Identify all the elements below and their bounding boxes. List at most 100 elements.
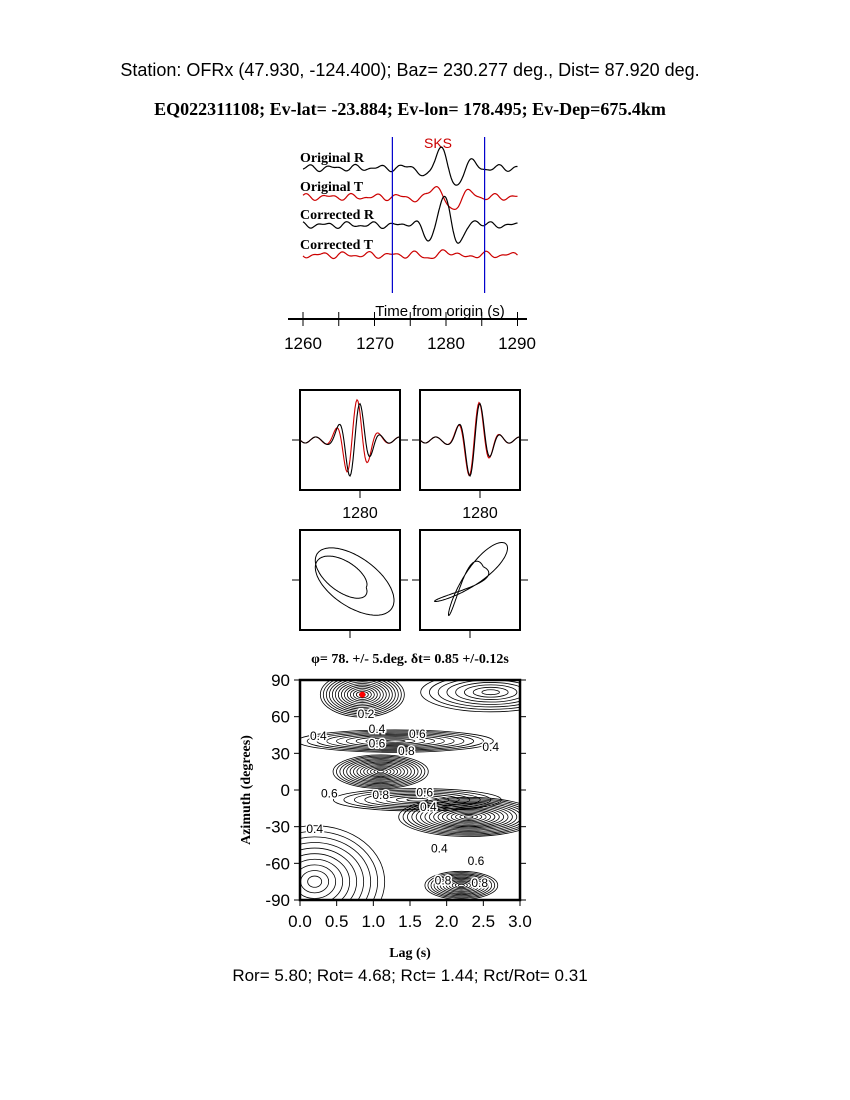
contour-line [375,738,416,744]
contour-line [420,803,518,831]
corrected-particle-motion-box [419,529,521,631]
event-title: EQ022311108; Ev-lat= -23.884; Ev-lon= 17… [154,99,666,119]
contour-line [427,872,496,899]
contour-line [300,836,372,900]
contour-line [355,691,369,699]
contour-line [349,687,375,702]
contour-label: 0.8 [398,744,415,758]
lag-tick-label: 2.5 [472,912,496,931]
contour-line [439,876,483,894]
contour-line [457,883,465,887]
contour-line [353,761,409,782]
contour-line [300,842,365,900]
contour-label: 0.2 [358,707,375,721]
time-axis-label: Time from origin (s) [375,303,504,320]
contour-plot: φ= 78. +/- 5.deg. δt= 0.85 +/-0.12s Lag … [239,652,532,961]
time-tick-1270: 1270 [356,334,394,353]
contour-line [343,789,492,810]
contour-line [346,686,378,704]
contour-line [300,830,379,900]
contour-line [339,756,422,787]
contour-line [398,796,520,837]
azimuth-tick-label: 0 [281,781,290,800]
contour-line [442,809,496,825]
contour-line [356,762,405,781]
contour-line [325,680,399,715]
contour-label: 0.4 [369,722,386,736]
trace-corrected-t [302,249,518,260]
contour-line [448,880,474,891]
contour-line [300,870,330,894]
lag-axis-label: Lag (s) [389,946,431,961]
contour-line [340,683,384,707]
contour-line [332,754,429,789]
contour-line [337,681,387,708]
contour-label: 0.4 [482,740,499,754]
azimuth-axis-label: Azimuth (degrees) [239,735,254,845]
contour-label: 0.6 [321,787,338,801]
trace-original-t [302,185,518,211]
trace-label-corrected-t: Corrected T [300,238,374,253]
azimuth-tick-label: 90 [271,671,290,690]
lag-tick-label: 0.5 [325,912,349,931]
contour-label: 0.4 [306,822,323,836]
lag-tick-label: 1.0 [362,912,386,931]
contour-line [455,682,520,703]
contour-label: 0.4 [431,842,448,856]
station-title: Station: OFRx (47.930, -124.400); Baz= 2… [120,60,699,80]
lag-tick-label: 2.0 [435,912,459,931]
contour-line [328,680,396,713]
contour-line [343,684,381,705]
contour-line [345,735,445,748]
contour-line [429,680,520,710]
contour-line [307,875,323,888]
contour-label: 0.8 [435,873,452,887]
trace-label-original-r: Original R [300,151,365,166]
contour-line [353,790,481,809]
splitting-panels: 1280 1280 [292,389,528,638]
contour-line [481,689,500,696]
contour-lines [300,680,520,900]
contour-line [364,792,471,808]
azimuth-tick-label: -90 [265,891,290,910]
trace-label-original-t: Original T [300,180,364,195]
phase-label: SKS [424,135,452,151]
contour-line [370,767,392,776]
contour-line [472,686,509,698]
contour-line [446,680,520,705]
corrected-particle-motion [433,542,508,617]
contour-line [454,882,468,889]
contour-line [446,810,491,824]
contour-line [450,811,487,823]
contour-line [346,759,416,785]
time-tick-1290: 1290 [498,334,536,353]
contour-line [436,875,487,896]
contour-line [355,736,435,746]
contour-title: φ= 78. +/- 5.deg. δt= 0.85 +/-0.12s [311,652,509,667]
trace-corrected-r [302,195,518,244]
azimuth-tick-label: 30 [271,744,290,763]
best-fit-point [359,691,366,698]
contour-label: 0.4 [420,800,437,814]
contour-line [445,879,477,892]
corrected-waveform-slow [419,401,520,477]
contour-line [349,760,412,783]
contour-line [385,795,450,805]
contour-line [306,730,484,752]
contour-line [316,731,475,751]
contour-line [336,755,426,788]
contour-line [300,729,494,753]
contour-line [326,732,465,750]
contour-line [406,797,429,802]
contour-line [322,680,402,716]
contour-label: 0.6 [369,737,386,751]
contour-line [428,805,509,829]
contour-label: 0.6 [416,785,433,799]
lag-tick-label: 3.0 [508,912,532,931]
box-tick-label-right: 1280 [462,505,498,522]
azimuth-tick-label: -60 [265,854,290,873]
trace-original-r [302,146,518,186]
contour-line [430,873,493,898]
contour-line [352,689,372,700]
